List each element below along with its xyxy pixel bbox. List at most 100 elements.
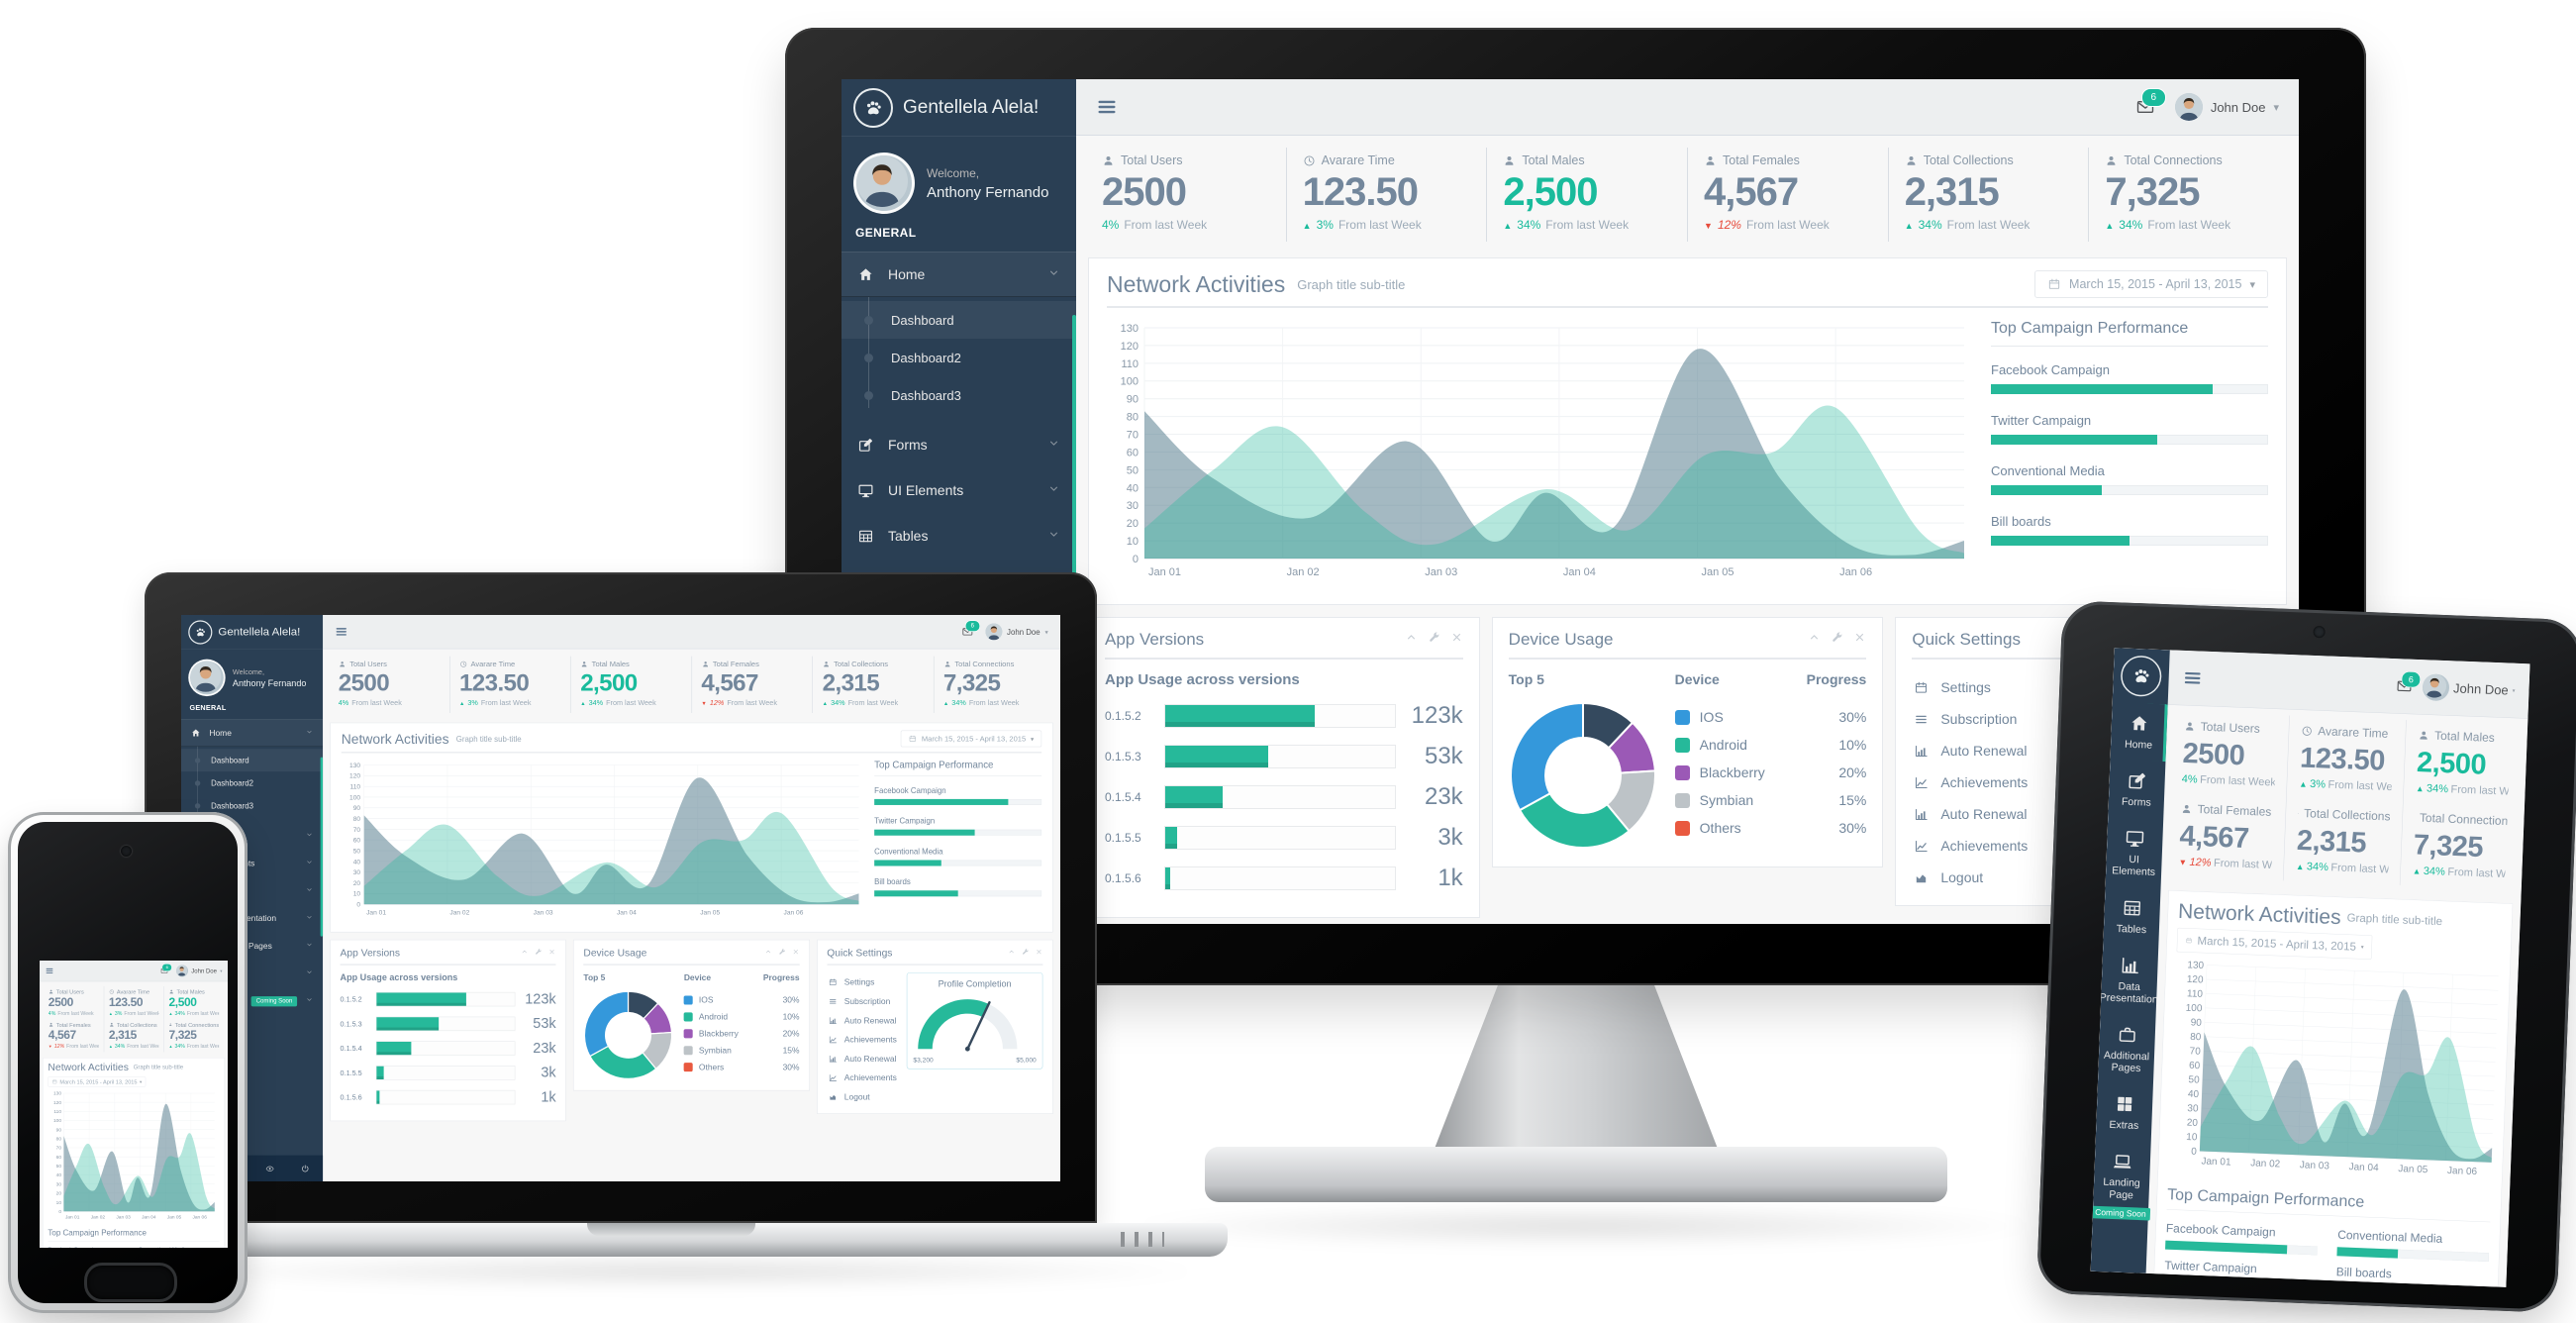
sidebar-item-tables[interactable]: Tables: [2103, 886, 2160, 946]
user-menu[interactable]: John Doe ▾: [2422, 673, 2516, 704]
sidebar-scrollbar[interactable]: [1072, 315, 1076, 612]
messages-button[interactable]: 6: [160, 964, 172, 974]
sidebar-item-home[interactable]: Home: [2110, 702, 2167, 762]
menu-toggle-button[interactable]: [2182, 667, 2203, 688]
phone-home-button[interactable]: [84, 1263, 177, 1302]
sidebar-item-extras[interactable]: Extras: [2096, 1083, 2153, 1143]
user-menu[interactable]: John Doe ▾: [985, 623, 1048, 641]
close-panel-button[interactable]: [792, 948, 800, 959]
sidebar-subitem-dashboard2[interactable]: Dashboard2: [842, 339, 1076, 376]
sidebar-subitem-dashboard3[interactable]: Dashboard3: [842, 376, 1076, 414]
eye-button[interactable]: [252, 1156, 288, 1181]
quick-settings-item-logout[interactable]: Logout: [1912, 862, 2270, 893]
sidebar-item-data-presentation[interactable]: Data Presentation: [2100, 944, 2159, 1015]
app-logo[interactable]: Gentellela Alela!: [842, 79, 1076, 137]
messages-button[interactable]: 6: [961, 620, 980, 638]
menu-toggle-button[interactable]: [1096, 96, 1118, 118]
sidebar-scrollbar[interactable]: [320, 757, 324, 937]
campaign-progress-track: [1991, 384, 2268, 394]
quick-settings-item-auto-renewal[interactable]: Auto Renewal: [827, 1011, 898, 1030]
stat-delta-percent: 4%: [338, 698, 349, 707]
quick-settings-item-settings[interactable]: Settings: [827, 972, 898, 991]
quick-settings-item-logout[interactable]: Logout: [827, 1087, 898, 1106]
close-panel-button[interactable]: [1853, 631, 1866, 649]
sidebar-item-forms[interactable]: Forms: [2108, 760, 2165, 819]
collapse-panel-button[interactable]: [521, 948, 529, 959]
quick-settings-item-auto-renewal[interactable]: Auto Renewal: [1912, 798, 2270, 830]
collapse-panel-button[interactable]: [764, 948, 772, 959]
svg-text:Jan 04: Jan 04: [2348, 1162, 2379, 1173]
stat-tile: Total Females 4,567 ▼ 12% From last Week: [1687, 148, 1888, 242]
sidebar-item-link[interactable]: Tables: [842, 513, 1076, 559]
panel-settings-button[interactable]: [778, 948, 786, 959]
close-panel-button[interactable]: [1036, 948, 1043, 959]
svg-text:80: 80: [353, 816, 361, 823]
quick-settings-label: Settings: [1940, 679, 1991, 695]
panel-settings-button[interactable]: [535, 948, 543, 959]
user-icon: [2107, 155, 2116, 165]
hamburger-icon: [1098, 100, 1116, 114]
avatar: [190, 661, 222, 692]
power-button[interactable]: [287, 1156, 323, 1181]
chevron-up-icon: [1811, 635, 1819, 640]
close-panel-button[interactable]: [548, 948, 556, 959]
quick-settings-item-achievements[interactable]: Achievements: [827, 1030, 898, 1049]
app-logo[interactable]: Gentellela Alela!: [181, 615, 324, 651]
stat-tile: Total Collections 2,315 ▲ 34% From last Week: [1887, 148, 2089, 242]
menu-toggle-button[interactable]: [335, 625, 347, 638]
messages-badge: 6: [2401, 670, 2422, 688]
quick-settings-item-auto-renewal[interactable]: Auto Renewal: [1912, 735, 2270, 766]
sidebar-item-link[interactable]: Home: [842, 252, 1076, 297]
svg-text:Jan 01: Jan 01: [65, 1214, 80, 1220]
sidebar-item-landing-page[interactable]: Landing Page Coming Soon: [2090, 1141, 2150, 1231]
campaign-label: Twitter Campaign: [1991, 413, 2092, 428]
delta-up-icon: ▲: [2415, 783, 2425, 794]
quick-settings-item-achievements[interactable]: Achievements: [827, 1069, 898, 1087]
messages-button[interactable]: 6: [2396, 670, 2422, 695]
sidebar-item-link[interactable]: UI Elements: [842, 467, 1076, 513]
panel-settings-button[interactable]: [1831, 631, 1843, 649]
quick-settings-label: Achievements: [843, 1072, 897, 1083]
sidebar-subitem-dashboard3[interactable]: Dashboard3: [181, 794, 323, 817]
user-menu[interactable]: John Doe ▾: [176, 965, 222, 977]
menu-toggle-button[interactable]: [46, 967, 54, 975]
sidebar-item-link[interactable]: Home: [181, 719, 324, 747]
quick-settings-item-subscription[interactable]: Subscription: [1912, 703, 2270, 735]
stat-delta: 4% From last Week: [2182, 772, 2275, 789]
date-range-button[interactable]: March 15, 2015 - April 13, 2015 ▾: [2034, 270, 2268, 298]
stat-value: 123.50: [458, 669, 530, 697]
user-menu[interactable]: John Doe ▾: [2174, 93, 2279, 121]
stat-value: 4,567: [701, 669, 758, 697]
app-logo[interactable]: [2113, 648, 2170, 704]
collapse-panel-button[interactable]: [1008, 948, 1016, 959]
quick-settings-label: Achievements: [843, 1034, 897, 1045]
quick-settings-item-achievements[interactable]: Achievements: [1912, 830, 2270, 862]
quick-settings-item-auto-renewal[interactable]: Auto Renewal: [827, 1049, 898, 1068]
sidebar-subitem-dashboard[interactable]: Dashboard: [181, 749, 324, 772]
close-panel-button[interactable]: [1450, 631, 1463, 649]
quick-settings-item-achievements[interactable]: Achievements: [1912, 766, 2270, 798]
sidebar-subitem-dashboard[interactable]: Dashboard: [842, 301, 1076, 339]
campaign-item: Facebook Campaign: [1991, 362, 2268, 394]
sidebar-item-link[interactable]: Forms: [842, 422, 1076, 467]
stat-delta-percent: 12%: [2189, 855, 2212, 869]
chevron-down-icon: [306, 728, 314, 738]
collapse-panel-button[interactable]: [1405, 631, 1418, 649]
panel-settings-button[interactable]: [1022, 948, 1030, 959]
sidebar-subitem-dashboard2[interactable]: Dashboard2: [181, 771, 323, 794]
collapse-panel-button[interactable]: [1808, 631, 1821, 649]
date-range-button[interactable]: March 15, 2015 - April 13, 2015 ▾: [900, 730, 1042, 748]
date-range-button[interactable]: March 15, 2015 - April 13, 2015 ▾: [2176, 927, 2373, 960]
sidebar-item-ui-elements[interactable]: UI Elements: [2106, 817, 2164, 888]
sidebar-item-tables: Tables: [842, 513, 1076, 559]
panel-title: App Versions: [1105, 630, 1205, 649]
sidebar-item-additional-pages[interactable]: Additional Pages: [2098, 1013, 2156, 1084]
quick-settings-list: Settings Subscription Auto Renewal Achievem…: [827, 972, 898, 1106]
quick-settings-item-settings[interactable]: Settings: [1912, 671, 2270, 703]
panel-toolbox: [1008, 948, 1043, 959]
date-range-button[interactable]: March 15, 2015 - April 13, 2015 ▾: [48, 1076, 147, 1087]
quick-settings-item-subscription[interactable]: Subscription: [827, 991, 898, 1010]
messages-button[interactable]: 6: [2135, 88, 2166, 117]
panel-settings-button[interactable]: [1428, 631, 1440, 649]
